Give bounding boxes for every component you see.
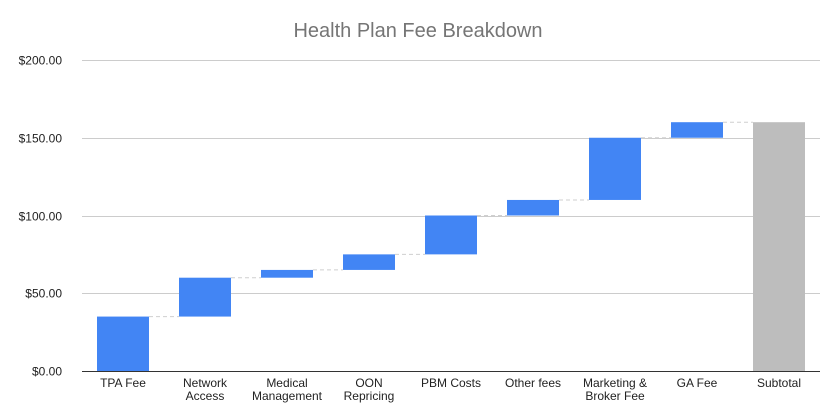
y-tick-label: $0.00: [32, 365, 62, 379]
x-category-label: Subtotal: [757, 376, 801, 390]
connector-lines: [149, 121, 753, 318]
bar: [671, 122, 723, 138]
bar: [179, 277, 231, 317]
bar: [261, 269, 313, 278]
y-axis-tick-labels: $0.00 $50.00 $100.00 $150.00 $200.00: [19, 54, 63, 379]
x-category-label: GA Fee: [677, 376, 718, 390]
y-tick-label: $150.00: [19, 132, 63, 146]
bar: [425, 215, 477, 255]
bars: [97, 122, 805, 371]
y-tick-label: $50.00: [25, 287, 62, 301]
x-category-label: OON Repricing: [344, 376, 395, 403]
x-category-label: Marketing & Broker Fee: [583, 376, 647, 403]
x-category-label: TPA Fee: [100, 376, 146, 390]
bar: [343, 254, 395, 270]
x-axis-category-labels: TPA Fee Network Access Medical Management OON…: [100, 376, 801, 403]
y-tick-label: $200.00: [19, 54, 63, 68]
x-category-label: PBM Costs: [421, 376, 481, 390]
x-category-label: Other fees: [505, 376, 561, 390]
gridlines: [82, 60, 820, 294]
x-category-label: Network Access: [183, 376, 228, 403]
y-tick-label: $100.00: [19, 210, 63, 224]
bar: [507, 199, 559, 216]
chart-title: Health Plan Fee Breakdown: [293, 20, 542, 42]
bar: [753, 122, 805, 371]
x-category-label: Medical Management: [252, 376, 323, 403]
bar: [589, 137, 641, 200]
bar: [97, 316, 149, 371]
